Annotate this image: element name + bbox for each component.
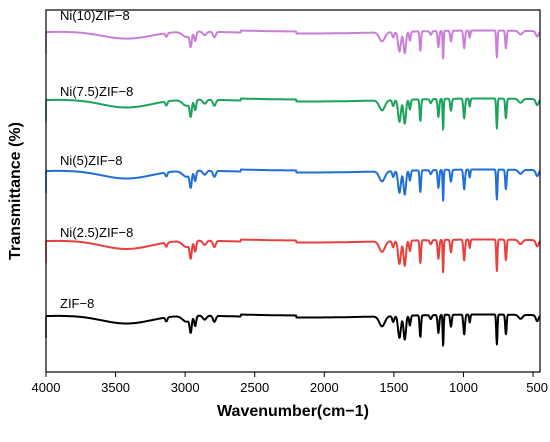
spectrum-line-1 xyxy=(45,97,541,131)
series-label: ZIF−8 xyxy=(60,296,94,311)
series-label: Ni(5)ZIF−8 xyxy=(60,153,122,168)
series-label-layer: Ni(10)ZIF−8 Ni(7.5)ZIF−8 Ni(5)ZIF−8 Ni(2.5)… xyxy=(60,8,133,311)
x-tick-label: 1000 xyxy=(449,380,478,395)
x-tick-label: 3500 xyxy=(101,380,130,395)
spectrum-line-4 xyxy=(45,313,541,347)
spectrum-line-0 xyxy=(45,29,541,60)
y-axis-title: Transmittance (%) xyxy=(7,122,24,260)
series-label: Ni(7.5)ZIF−8 xyxy=(60,84,133,99)
x-tick-label: 500 xyxy=(526,380,548,395)
x-tick-label: 4000 xyxy=(32,380,61,395)
x-tick-label: 2500 xyxy=(240,380,269,395)
spectrum-line-3 xyxy=(45,238,541,274)
spectrum-line-2 xyxy=(45,168,541,202)
series-label: Ni(2.5)ZIF−8 xyxy=(60,225,133,240)
x-tick-label: 1500 xyxy=(379,380,408,395)
x-tick-label: 3000 xyxy=(171,380,200,395)
series-layer xyxy=(45,29,541,347)
x-tick-layer: 4000 3500 3000 2500 2000 1500 1000 500 xyxy=(32,372,548,395)
plot-frame xyxy=(45,9,541,373)
series-label: Ni(10)ZIF−8 xyxy=(60,8,130,23)
x-tick-label: 2000 xyxy=(310,380,339,395)
x-axis-title: Wavenumber(cm−1) xyxy=(217,403,369,420)
